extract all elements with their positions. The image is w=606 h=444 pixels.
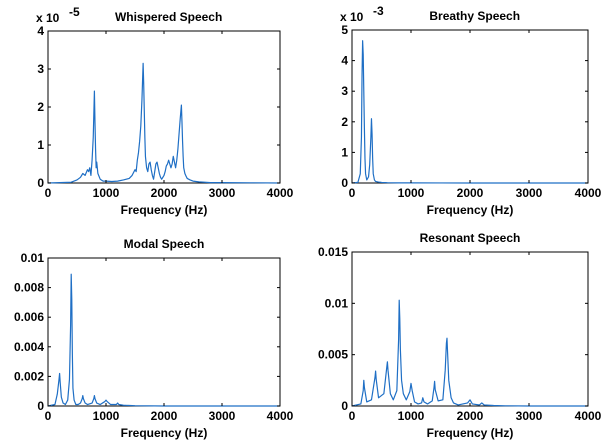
breathy-speech-exponent-base: x 10 xyxy=(340,10,364,24)
breathy-speech-plot-area xyxy=(351,29,589,184)
chart-whispered-speech: 0 1000 2000 3000 4000 0 1 2 3 4 Whispered Speech Fr… xyxy=(36,5,294,217)
resonant-speech-xlabel: Frequency (Hz) xyxy=(427,426,514,440)
resonant-speech-xtick-label: 4000 xyxy=(575,409,602,423)
modal-speech-ytick-label: 0 xyxy=(37,399,44,413)
modal-speech-xtick-label: 4000 xyxy=(267,409,294,423)
modal-speech-ytick-label: 0.002 xyxy=(14,369,44,383)
chart-resonant-speech: 0 1000 2000 3000 4000 0 0.005 0.01 0.015 Resonant… xyxy=(318,231,602,440)
breathy-speech-ytick-label: 1 xyxy=(341,145,348,159)
resonant-speech-xtick-label: 2000 xyxy=(457,409,484,423)
modal-speech-xlabel: Frequency (Hz) xyxy=(121,426,208,440)
breathy-speech-exponent-power: -3 xyxy=(373,4,384,18)
breathy-speech-ytick-label: 5 xyxy=(341,23,348,37)
whispered-speech-ytick-label: 3 xyxy=(37,62,44,76)
breathy-speech-xtick-label: 0 xyxy=(349,186,356,200)
modal-speech-xtick-label: 0 xyxy=(45,409,52,423)
whispered-speech-ytick-label: 0 xyxy=(37,176,44,190)
whispered-speech-ytick-label: 1 xyxy=(37,138,44,152)
modal-speech-ytick-label: 0.004 xyxy=(14,340,44,354)
modal-speech-ytick-label: 0.008 xyxy=(14,281,44,295)
resonant-speech-xtick-label: 0 xyxy=(349,409,356,423)
whispered-speech-ytick-label: 2 xyxy=(37,100,44,114)
breathy-speech-xtick-label: 4000 xyxy=(575,186,602,200)
chart-breathy-speech: 0 1000 2000 3000 4000 0 1 2 3 4 5 Breathy Speech Fre… xyxy=(340,4,602,217)
modal-speech-xtick-label: 2000 xyxy=(151,409,178,423)
resonant-speech-ytick-label: 0.015 xyxy=(318,245,348,259)
whispered-speech-exponent-base: x 10 xyxy=(36,11,60,25)
breathy-speech-ytick-label: 2 xyxy=(341,115,348,129)
breathy-speech-ytick-label: 4 xyxy=(341,54,348,68)
whispered-speech-xtick-label: 3000 xyxy=(209,186,236,200)
resonant-speech-plot-area xyxy=(351,251,589,407)
modal-speech-ytick-label: 0.006 xyxy=(14,310,44,324)
resonant-speech-title: Resonant Speech xyxy=(420,231,521,245)
breathy-speech-ytick-label: 3 xyxy=(341,84,348,98)
chart-modal-speech: 0 1000 2000 3000 4000 0 0.002 0.004 0.006 0.008 0.… xyxy=(14,237,294,440)
modal-speech-ytick-label: 0.01 xyxy=(21,251,45,265)
whispered-speech-xtick-label: 4000 xyxy=(267,186,294,200)
resonant-speech-spectrum-line xyxy=(351,299,588,407)
breathy-speech-title: Breathy Speech xyxy=(429,9,520,23)
whispered-speech-xtick-label: 0 xyxy=(45,186,52,200)
breathy-speech-xtick-label: 3000 xyxy=(516,186,543,200)
whispered-speech-spectrum-line xyxy=(47,62,281,184)
whispered-speech-xtick-label: 2000 xyxy=(151,186,178,200)
breathy-speech-xtick-label: 2000 xyxy=(457,186,484,200)
breathy-speech-ytick-label: 0 xyxy=(341,176,348,190)
modal-speech-xtick-label: 3000 xyxy=(209,409,236,423)
whispered-speech-title: Whispered Speech xyxy=(115,10,222,24)
modal-speech-plot-area xyxy=(47,257,281,407)
resonant-speech-ytick-label: 0 xyxy=(341,399,348,413)
whispered-speech-exponent-power: -5 xyxy=(69,5,80,19)
resonant-speech-xtick-label: 1000 xyxy=(398,409,425,423)
resonant-speech-ytick-label: 0.005 xyxy=(318,348,348,362)
whispered-speech-plot-area xyxy=(47,30,281,184)
modal-speech-spectrum-line xyxy=(47,273,280,407)
breathy-speech-spectrum-line xyxy=(351,40,588,184)
modal-speech-title: Modal Speech xyxy=(124,237,205,251)
whispered-speech-xtick-label: 1000 xyxy=(93,186,120,200)
whispered-speech-ytick-label: 4 xyxy=(37,24,44,38)
resonant-speech-ytick-label: 0.01 xyxy=(325,296,349,310)
breathy-speech-xtick-label: 1000 xyxy=(398,186,425,200)
resonant-speech-xtick-label: 3000 xyxy=(516,409,543,423)
breathy-speech-xlabel: Frequency (Hz) xyxy=(427,203,514,217)
modal-speech-xtick-label: 1000 xyxy=(93,409,120,423)
whispered-speech-xlabel: Frequency (Hz) xyxy=(121,203,208,217)
